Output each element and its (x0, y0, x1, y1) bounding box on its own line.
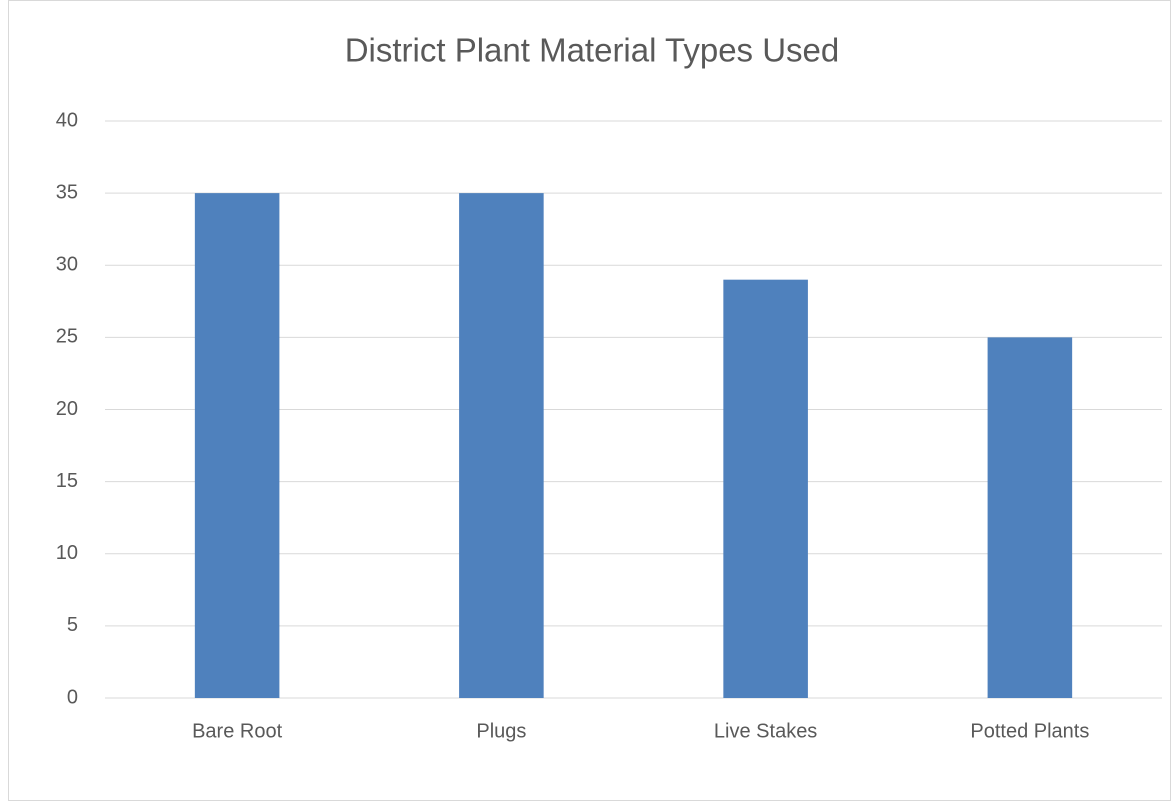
x-tick-label: Bare Root (192, 720, 282, 742)
bar (194, 193, 280, 698)
y-tick-label: 25 (56, 326, 78, 348)
bar (459, 193, 544, 698)
y-tick-label: 40 (56, 109, 78, 131)
y-tick-label: 20 (56, 398, 78, 420)
x-tick-label: Live Stakes (714, 720, 817, 742)
bar (987, 337, 1073, 698)
y-tick-label: 10 (56, 542, 78, 564)
bar (723, 279, 808, 698)
y-tick-label: 35 (56, 181, 78, 203)
y-tick-label: 30 (56, 254, 78, 276)
y-tick-label: 15 (56, 470, 78, 492)
x-tick-label: Potted Plants (970, 720, 1089, 742)
y-tick-label: 0 (67, 686, 78, 708)
x-tick-label: Plugs (476, 720, 526, 742)
chart-title: District Plant Material Types Used (345, 32, 840, 69)
y-tick-label: 5 (67, 614, 78, 636)
